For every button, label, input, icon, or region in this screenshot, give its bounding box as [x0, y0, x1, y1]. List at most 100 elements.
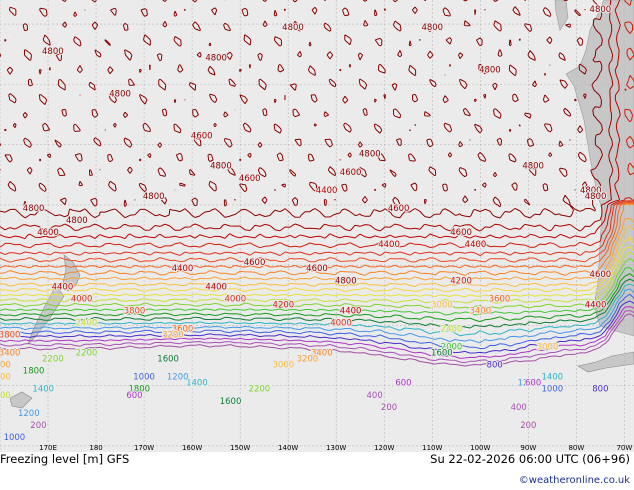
isoline-4600: [0, 0, 614, 232]
contour-label: 4800: [522, 162, 544, 172]
contour-label: 3000: [537, 343, 559, 353]
subantarctic-islands: [9, 391, 33, 409]
contour-label: 1200: [518, 379, 540, 389]
contour-label: 4400: [585, 300, 607, 310]
contour-label: 3600: [172, 324, 194, 334]
contour-label: 4600: [590, 270, 612, 280]
contour-label: 4000: [330, 318, 352, 328]
longitude-label: 70W: [616, 444, 632, 452]
contour-label: 2400: [0, 391, 11, 401]
contour-label: 400: [511, 403, 527, 413]
longitude-label: 130W: [326, 444, 346, 452]
contour-label: 4400: [378, 240, 400, 250]
isoline-1000: [0, 293, 634, 349]
contour-label: 3800: [124, 306, 146, 316]
longitude-label: 150W: [230, 444, 250, 452]
contour-label: 2200: [249, 385, 271, 395]
map-title: Freezing level [m] GFS: [0, 452, 130, 466]
contour-label: 4600: [191, 132, 213, 142]
contour-label: 3000: [431, 300, 453, 310]
contour-label: 4600: [340, 168, 362, 178]
isoline-3400: [0, 203, 634, 276]
contour-label: 4600: [388, 204, 410, 214]
contour-label: 200: [30, 421, 46, 431]
contour-label: 4400: [205, 282, 227, 292]
contour-label: 1000: [542, 385, 564, 395]
isoline-400: [0, 310, 634, 364]
contour-label: 600: [525, 379, 541, 389]
longitude-label: 160W: [182, 444, 202, 452]
contour-label: 3800: [0, 330, 20, 340]
contour-label: 1600: [220, 397, 242, 407]
contour-label: 1800: [128, 385, 150, 395]
isoline-field: [0, 0, 634, 367]
isoline-1800: [0, 273, 634, 323]
isoline-2400: [0, 251, 634, 304]
isoline-2000: [0, 267, 634, 316]
contour-label: 3400: [0, 349, 20, 359]
contour-label: 800: [592, 385, 608, 395]
contour-label: 3400: [311, 349, 333, 359]
contour-label: 1600: [157, 355, 179, 365]
contour-labels: 4800 4800 4800 4800 4800 4800 4800 4800 4800 4800…: [0, 4, 612, 444]
antarctic-peninsula: [577, 351, 634, 373]
contour-label: 4200: [273, 300, 295, 310]
contour-label: 1400: [32, 385, 54, 395]
longitude-label: 120W: [374, 444, 394, 452]
site-credit[interactable]: ©weatheronline.co.uk: [518, 475, 630, 486]
new-zealand-north-island: [62, 254, 81, 292]
contour-label: 3200: [297, 355, 319, 365]
isoline-3600: [0, 202, 634, 269]
contour-label: 4400: [465, 240, 487, 250]
isoline-4400: [0, 0, 621, 240]
map-footer: Freezing level [m] GFS Su 22-02-2026 06:…: [0, 452, 634, 490]
new-zealand-south-island: [27, 285, 65, 345]
contour-label: 2200: [42, 355, 64, 365]
contour-label: 800: [487, 361, 503, 371]
contour-label: 4800: [109, 89, 131, 99]
contour-label: 3400: [469, 306, 491, 316]
longitude-label: 140W: [278, 444, 298, 452]
contour-label: 4800: [205, 53, 227, 63]
isoline-3000: [0, 224, 634, 288]
contour-label: 4800: [143, 192, 165, 202]
isoline-2600: [0, 246, 634, 298]
freezing-level-map[interactable]: 4800 4800 4800 4800 4800 4800 4800 4800 4800 4800…: [0, 0, 634, 452]
isoline-4800: [0, 0, 603, 219]
contour-label: 2000: [441, 343, 463, 353]
isoline-2800: [0, 236, 634, 293]
contour-label: 3200: [162, 330, 184, 340]
isoline-3200: [0, 204, 634, 281]
contour-label: 1000: [4, 433, 26, 443]
contour-label: 4400: [340, 306, 362, 316]
isoline-2200: [0, 258, 634, 309]
contour-label: 1600: [431, 349, 453, 359]
longitude-axis-labels: 170E 180 170W 160W 150W 140W 130W 120W 110W 100W 9…: [39, 444, 632, 452]
longitude-label: 90W: [520, 444, 536, 452]
contour-label: 4800: [282, 23, 304, 33]
contour-label: 4800: [335, 276, 357, 286]
contour-label: 4200: [450, 276, 472, 286]
contour-label: 4800: [210, 162, 232, 172]
isoline-600: [0, 306, 634, 359]
contour-label: 4400: [172, 264, 194, 274]
contour-label: 4000: [71, 294, 93, 304]
longitude-label: 80W: [568, 444, 584, 452]
contour-label: 4800: [23, 204, 45, 214]
contour-label: 4600: [450, 228, 472, 238]
isoline-200: [0, 313, 634, 367]
contour-label: 3000: [273, 361, 295, 371]
contour-label: 4800: [66, 216, 88, 226]
contour-label: 4800: [585, 192, 607, 202]
longitude-label: 110W: [422, 444, 442, 452]
longitude-label: 100W: [470, 444, 490, 452]
contour-label: 3600: [489, 294, 511, 304]
isoline-4200: [0, 0, 634, 249]
contour-label: 4600: [37, 228, 59, 238]
isoline-800: [0, 300, 634, 354]
contour-label: 3200: [0, 361, 11, 371]
contour-label: 2400: [76, 318, 98, 328]
contour-label: 4800: [590, 5, 612, 15]
contour-label: 3000: [0, 373, 11, 383]
contour-label: 4400: [52, 282, 74, 292]
